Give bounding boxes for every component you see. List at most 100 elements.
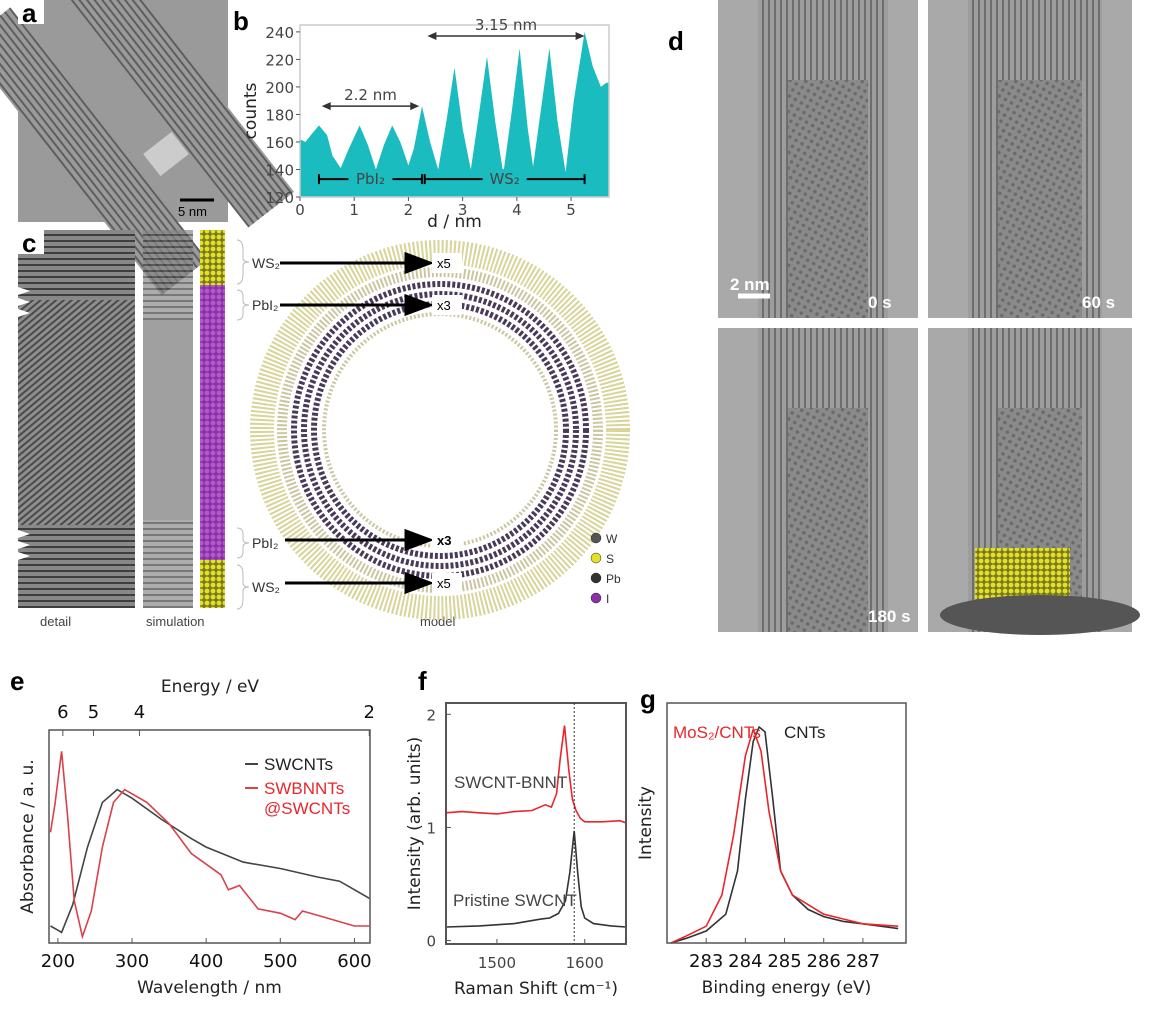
x-tick-label: 1600 (566, 954, 604, 972)
x-tick-label: 500 (263, 951, 297, 972)
legend-label: Pb (606, 572, 621, 586)
top-tick-label: 5 (88, 702, 99, 723)
tem-frame-2: 180 s (718, 328, 918, 632)
x-tick-label: 300 (115, 951, 149, 972)
x-tick-label: 4 (512, 201, 522, 219)
series-line-0 (670, 725, 899, 944)
legend-swatch-S (590, 552, 602, 564)
series-line-0 (445, 725, 627, 824)
x-tick-label: 3 (458, 201, 468, 219)
multiplier-2: x3 (437, 298, 451, 313)
cnt-model (940, 595, 1140, 635)
layer-label-pbi2-top: PbI₂ (252, 297, 278, 313)
y-tick-label: 140 (265, 161, 294, 179)
legend-swatch-W (590, 532, 602, 544)
top-tick-label: 4 (134, 702, 145, 723)
dimension-label: 3.15 nm (475, 16, 537, 34)
x-tick-label: 5 (566, 201, 576, 219)
top-tick-label: 6 (57, 702, 68, 723)
legend-label: SWBNNTs (264, 779, 344, 798)
bracket-label: WS₂ (489, 170, 519, 188)
panel-c: c detail simulation model WS₂ PbI₂ P (18, 228, 630, 629)
legend-swatch-I (590, 592, 602, 604)
panel-f-label: f (418, 666, 427, 696)
x-axis-label: Wavelength / nm (137, 978, 282, 998)
y-tick-label: 240 (265, 24, 294, 42)
x-tick-label: 285 (767, 951, 801, 972)
x-tick-label: 283 (689, 951, 723, 972)
panel-c-label: c (22, 228, 36, 258)
timestamp: 60 s (1082, 293, 1115, 312)
y-axis-label: Intensity (636, 786, 656, 860)
tem-frame-1: 60 s (928, 0, 1132, 318)
pointer-arrows (280, 251, 435, 595)
x-tick-label: 287 (846, 951, 880, 972)
layer-label-ws2-bottom: WS₂ (252, 579, 280, 595)
x-tick-label: 284 (728, 951, 762, 972)
x-tick-label: 2 (404, 201, 414, 219)
panel-b-label: b (233, 6, 249, 36)
x-axis-label: d / nm (427, 212, 482, 232)
y-tick-label: 200 (265, 79, 294, 97)
series-label: Pristine SWCNT (453, 891, 577, 910)
x-axis-label: Binding energy (eV) (702, 978, 872, 998)
top-tick-label: 2 (364, 702, 375, 723)
plot-frame (445, 702, 627, 945)
x-tick-label: 286 (807, 951, 841, 972)
chart-b: 0 1 2 3 4 5 120 140 160 180 200 220 240 d / nm counts 2… (241, 16, 610, 232)
x-axis-label: Raman Shift (cm⁻¹) (454, 979, 618, 999)
y-tick-label: 1 (426, 819, 436, 837)
y-axis-label: counts (241, 82, 261, 139)
series-label: CNTs (784, 723, 826, 742)
series-line-1 (670, 726, 899, 944)
y-axis-label: Intensity (arb. units) (405, 737, 425, 910)
legend-label: SWCNTs (264, 755, 333, 774)
chart-g: g 283 284 285 286 287 Binding energy (eV) Inten… (636, 684, 907, 998)
x-tick-label: 400 (189, 951, 223, 972)
legend-label: @SWCNTs (264, 799, 350, 818)
dimension-label: 2.2 nm (344, 86, 397, 104)
multiplier-3: x3 (437, 533, 451, 548)
y-tick-label: 0 (426, 933, 436, 951)
layer-label-ws2-top: WS₂ (252, 255, 280, 271)
scale-bar-d-label: 2 nm (730, 275, 770, 294)
caption-detail: detail (40, 614, 71, 629)
bracket-label: PbI₂ (356, 170, 385, 188)
panel-g-label: g (640, 684, 656, 714)
y-tick-label: 2 (426, 706, 436, 724)
timestamp: 180 s (868, 607, 911, 626)
plot-frame (299, 24, 610, 198)
scale-bar-label: 5 nm (178, 204, 207, 219)
x-tick-label: 0 (295, 201, 305, 219)
x-tick-label: 1 (349, 201, 359, 219)
legend-label: S (606, 552, 614, 566)
x-tick-label: 600 (337, 951, 371, 972)
panel-e-label: e (10, 666, 24, 696)
x-tick-label: 1500 (478, 954, 516, 972)
y-tick-label: 180 (265, 106, 294, 124)
y-tick-label: 220 (265, 51, 294, 69)
layer-label-pbi2-bottom: PbI₂ (252, 535, 278, 551)
panel-a-tem-image: a 5 nm (0, 0, 294, 295)
series-line-1 (445, 830, 627, 928)
x-tick-label: 200 (41, 951, 75, 972)
arrow-markers (18, 287, 30, 560)
chart-e: e 200 300 400 500 600 Wavelength / nm Absorbanc… (10, 666, 375, 998)
series-label: SWCNT-BNNT (454, 773, 567, 792)
profile-area (300, 31, 609, 198)
y-axis-label: Absorbance / a. u. (18, 759, 38, 913)
y-tick-label: 120 (265, 189, 294, 207)
model-strip (200, 230, 225, 608)
series-label: MoS₂/CNTs (673, 723, 761, 742)
panel-d-label: d (668, 26, 684, 56)
legend-swatch-Pb (590, 572, 602, 584)
series-line-1 (49, 751, 370, 940)
top-axis-label: Energy / eV (161, 677, 260, 697)
multiplier-4: x5 (437, 576, 451, 591)
y-tick-label: 160 (265, 134, 294, 152)
multiplier-1: x5 (437, 256, 451, 271)
plot-frame (666, 702, 907, 944)
panel-a-label: a (22, 0, 37, 28)
